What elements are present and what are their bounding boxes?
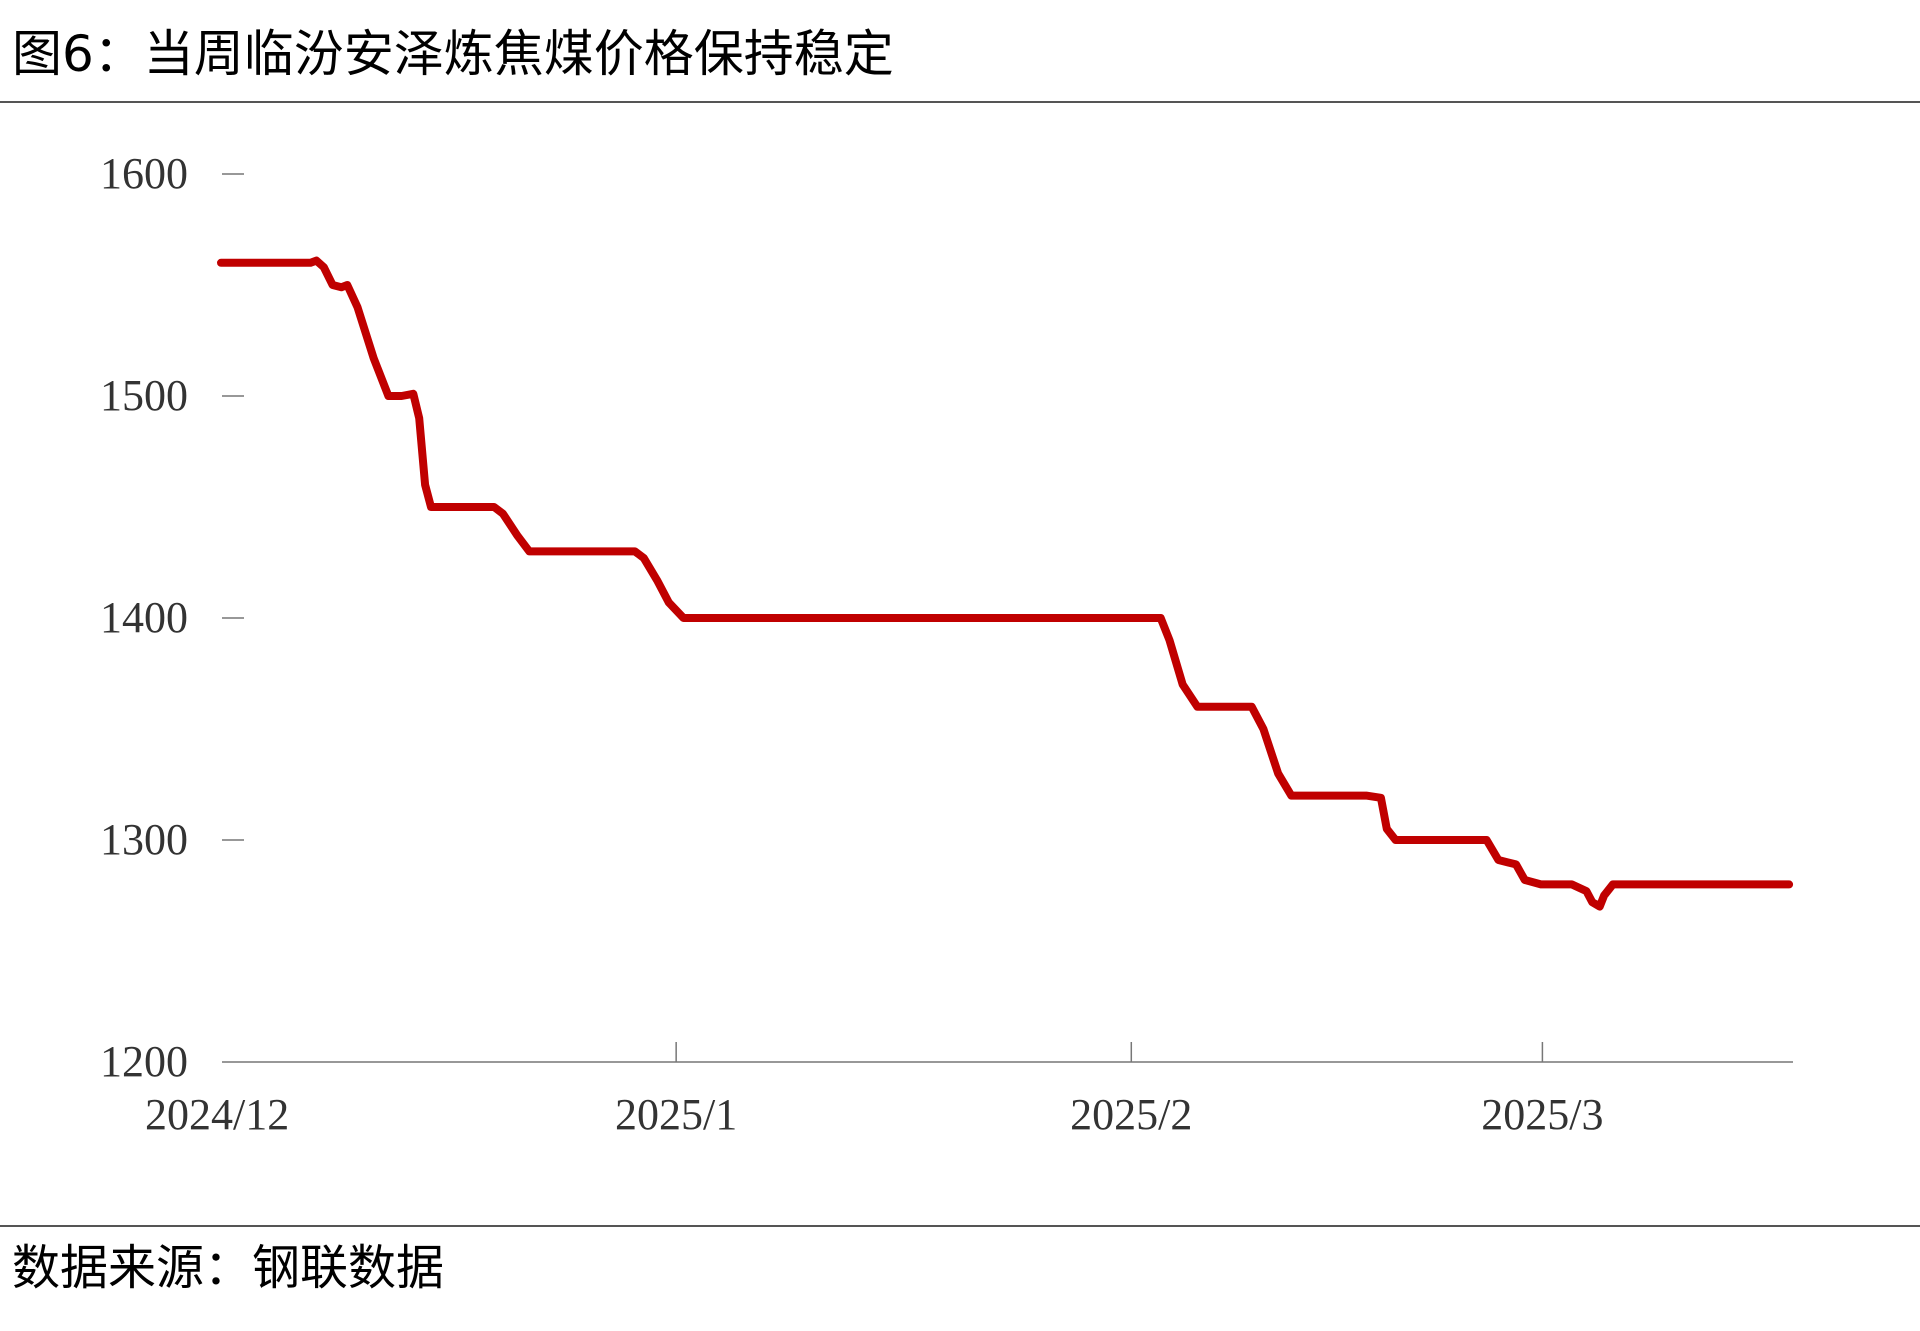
y-tick-label: 1300 (100, 815, 188, 864)
data-source: 数据来源：钢联数据 (12, 1240, 445, 1296)
x-tick-label: 2025/2 (1070, 1090, 1192, 1139)
y-tick-label: 1600 (100, 149, 188, 198)
x-tick-label: 2025/3 (1481, 1090, 1603, 1139)
line-chart: 1200 1300 1400 1500 1600 2024/12 2025/1 2025/2… (100, 149, 1794, 1139)
price-line-series (217, 256, 1794, 911)
y-axis: 1200 1300 1400 1500 1600 (100, 149, 244, 1086)
series-group (217, 256, 1794, 911)
x-axis: 2024/12 2025/1 2025/2 2025/3 (145, 1042, 1793, 1139)
y-tick-label: 1400 (100, 593, 188, 642)
top-divider (0, 101, 1920, 103)
x-tick-label: 2025/1 (615, 1090, 737, 1139)
chart-title: 图6：当周临汾安泽炼焦煤价格保持稳定 (12, 25, 894, 83)
bottom-divider (0, 1225, 1920, 1227)
x-tick-label: 2024/12 (145, 1090, 289, 1139)
y-tick-label: 1200 (100, 1037, 188, 1086)
y-tick-label: 1500 (100, 371, 188, 420)
